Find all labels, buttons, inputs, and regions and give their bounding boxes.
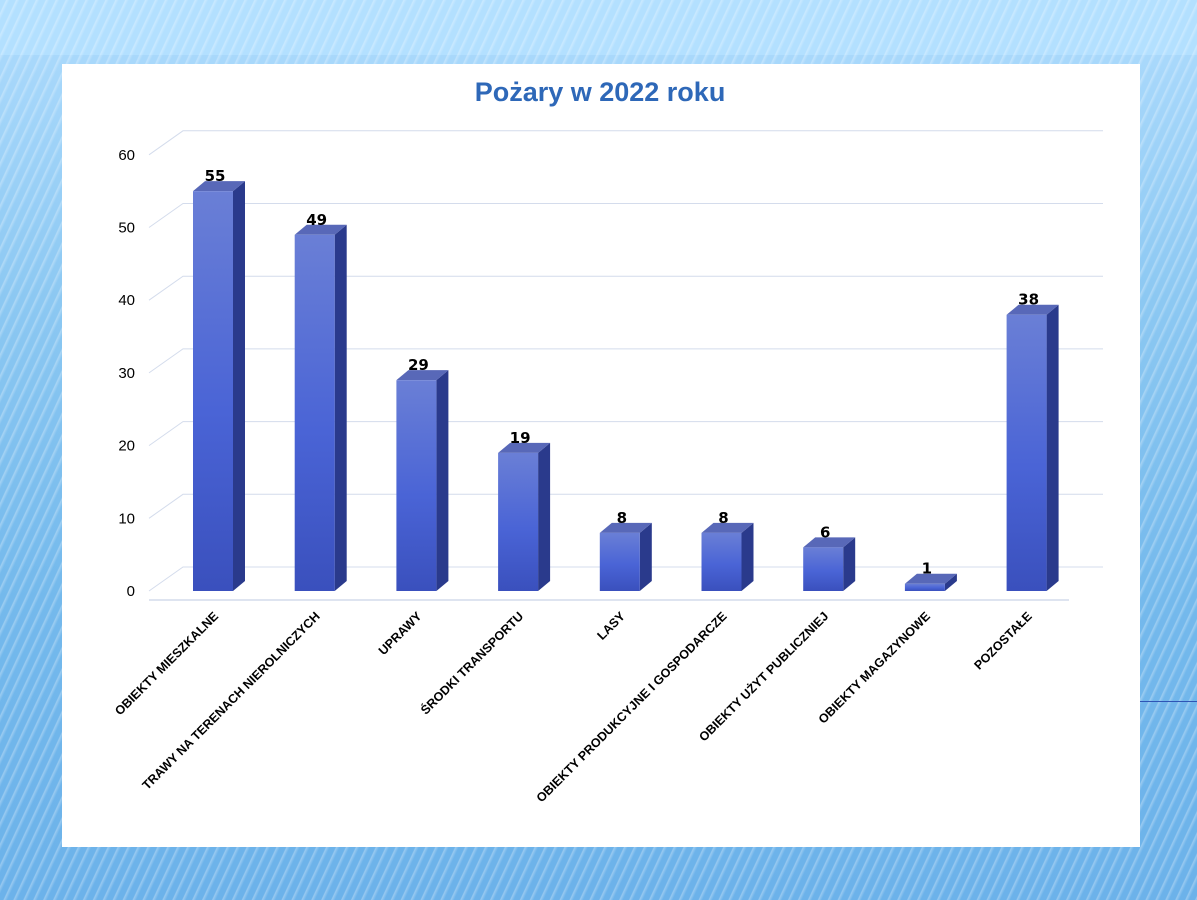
x-tick-label: LASY bbox=[594, 609, 628, 643]
bar-side bbox=[436, 370, 449, 591]
data-label: 8 bbox=[718, 509, 728, 527]
y-tick-label: 40 bbox=[118, 292, 135, 309]
bar-front bbox=[904, 583, 945, 591]
chart: Pożary w 2022 roku 0 10 20 30 40 50 60 55 49 29 1… bbox=[112, 77, 1103, 805]
bar bbox=[803, 537, 856, 591]
bar-top bbox=[498, 442, 551, 453]
bar-front bbox=[193, 191, 233, 591]
data-labels: 55 49 29 19 8 8 6 1 38 bbox=[205, 167, 1039, 578]
bar bbox=[1006, 304, 1059, 591]
bar-side bbox=[1046, 304, 1059, 591]
y-tick-label: 20 bbox=[118, 438, 135, 455]
bar-front bbox=[599, 532, 640, 591]
y-axis: 0 10 20 30 40 50 60 bbox=[118, 147, 135, 600]
gridline bbox=[148, 130, 1103, 156]
bar bbox=[701, 522, 754, 591]
bar-front bbox=[396, 380, 437, 591]
bar-front bbox=[803, 547, 844, 591]
bar-top bbox=[1006, 304, 1059, 315]
gridline bbox=[148, 348, 1103, 374]
bar-top bbox=[904, 573, 957, 584]
y-tick-label: 50 bbox=[118, 220, 135, 237]
x-tick-label: UPRAWY bbox=[376, 609, 425, 658]
gridline bbox=[148, 493, 1103, 519]
data-label: 6 bbox=[820, 523, 830, 541]
x-tick-label: OBIEKTY MAGAZYNOWE bbox=[816, 609, 933, 726]
bar bbox=[599, 522, 652, 591]
x-tick-label: OBIEKTY MIESZKALNE bbox=[112, 609, 221, 718]
x-tick-label: ŚRODKI TRANSPORTU bbox=[417, 609, 526, 718]
data-label: 19 bbox=[510, 429, 531, 447]
data-label: 29 bbox=[408, 356, 429, 374]
gridline bbox=[148, 566, 1103, 592]
bar-side bbox=[843, 537, 856, 591]
data-label: 55 bbox=[205, 167, 226, 185]
data-label: 8 bbox=[617, 509, 627, 527]
bar bbox=[193, 181, 245, 591]
bar-top bbox=[803, 537, 856, 548]
bar bbox=[904, 573, 957, 591]
y-tick-label: 0 bbox=[127, 583, 135, 600]
bar-top bbox=[701, 522, 754, 533]
gridlines bbox=[148, 130, 1103, 601]
decorative-line bbox=[1120, 701, 1197, 702]
y-tick-label: 60 bbox=[118, 147, 135, 164]
bar-side bbox=[233, 181, 245, 591]
background-top-band bbox=[0, 0, 1197, 55]
bar bbox=[294, 224, 347, 591]
bar-side bbox=[944, 573, 957, 591]
bar bbox=[498, 442, 551, 591]
bar-top bbox=[599, 522, 652, 533]
bar-top bbox=[193, 181, 245, 192]
gridline bbox=[148, 275, 1103, 301]
bar-front bbox=[701, 532, 742, 591]
bar-side bbox=[741, 522, 754, 591]
chart-panel: Pożary w 2022 roku 0 10 20 30 40 50 60 55 49 29 1… bbox=[62, 64, 1140, 847]
y-tick-label: 10 bbox=[118, 510, 135, 527]
x-tick-label: POZOSTAŁE bbox=[971, 609, 1034, 672]
y-tick-label: 30 bbox=[118, 365, 135, 382]
gridline bbox=[148, 203, 1103, 228]
x-tick-label: OBIEKTY PRODUKCYJNE I GOSPODARCZE bbox=[534, 609, 730, 805]
data-label: 1 bbox=[922, 560, 932, 578]
chart-title: Pożary w 2022 roku bbox=[475, 77, 726, 107]
gridline bbox=[148, 421, 1103, 447]
bar-top bbox=[396, 370, 449, 381]
data-label: 49 bbox=[306, 211, 327, 229]
bar-front bbox=[498, 452, 539, 591]
x-tick-label: TRAWY NA TERENACH NIEROLNICZYCH bbox=[140, 609, 323, 792]
bar-front bbox=[1006, 314, 1047, 591]
bars bbox=[193, 181, 1059, 591]
bar-side bbox=[639, 522, 652, 591]
bar-top bbox=[294, 224, 347, 235]
data-label: 38 bbox=[1018, 291, 1039, 309]
bar-front bbox=[294, 234, 335, 591]
bar bbox=[396, 370, 449, 591]
bar-side bbox=[334, 224, 347, 591]
bar-side bbox=[538, 442, 551, 591]
